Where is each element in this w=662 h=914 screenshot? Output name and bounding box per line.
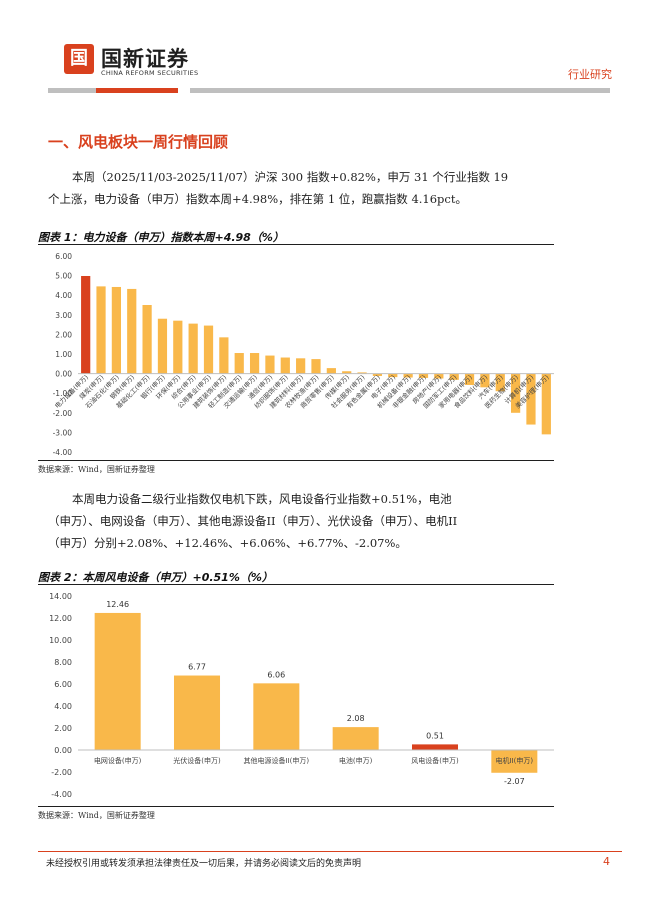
header-divider-right: [190, 88, 610, 93]
bar: [249, 353, 260, 374]
data-label: 0.51: [426, 731, 444, 740]
data-label: 6.06: [267, 670, 285, 679]
bar: [434, 373, 444, 379]
paragraph-line: 本周电力设备二级行业指数仅电机下跌，风电设备行业指数+0.51%，电池: [72, 492, 452, 506]
section-title: 一、风电板块一周行情回顾: [48, 133, 229, 151]
y-tick-label: 6.00: [54, 680, 72, 689]
y-tick-label: -2.00: [51, 768, 72, 777]
bar: [403, 373, 413, 378]
bar: [142, 305, 152, 374]
bar: [296, 358, 306, 374]
x-tick-label: 光伏设备(申万): [173, 756, 221, 765]
bar: [311, 359, 321, 374]
figure-1-title: 图表 1：电力设备（申万）指数本周+4.98（%）: [38, 231, 284, 244]
figure-2-top-rule: [38, 584, 554, 585]
figure-1-bottom-rule: [38, 460, 554, 461]
bar: [357, 372, 367, 374]
y-tick-label: 1.00: [55, 350, 72, 359]
bar: [480, 373, 490, 388]
y-tick-label: 3.00: [55, 311, 72, 320]
logo-mark: 国新: [64, 44, 94, 99]
y-tick-label: 4.00: [55, 291, 72, 300]
y-tick-label: 12.00: [49, 614, 72, 623]
figure-2-chart: 14.00 12.00 10.00 8.00 6.00 4.00 2.00 0.00 -2.00…: [49, 592, 554, 799]
y-tick-label: 6.00: [55, 252, 72, 261]
x-tick-label: 其他电源设备II(申万): [244, 756, 310, 765]
y-tick-label: -1.00: [53, 389, 73, 398]
bar: [81, 275, 91, 374]
bar: [203, 325, 214, 374]
data-label: 6.77: [188, 663, 206, 672]
logo-english-name: CHINA REFORM SECURITIES: [101, 69, 199, 77]
y-tick-label: -4.00: [53, 448, 73, 457]
y-tick-label: 14.00: [49, 592, 72, 601]
bar: [326, 368, 336, 374]
bar: [332, 727, 379, 750]
y-tick-label: -3.00: [53, 428, 73, 437]
paragraph-line: 个上涨，电力设备（申万）指数本周+4.98%，排在第 1 位，跑赢指数 4.16…: [48, 192, 467, 206]
bar: [127, 288, 137, 374]
paragraph-line: 本周（2025/11/03-2025/11/07）沪深 300 指数+0.82%…: [72, 170, 509, 184]
figure-2-source: 数据来源：Wind，国新证券整理: [38, 811, 155, 820]
bar: [418, 373, 429, 378]
y-tick-label: 2.00: [55, 330, 72, 339]
y-tick-label: 5.00: [55, 272, 72, 281]
page-number: 4: [603, 855, 610, 868]
bar: [526, 373, 536, 425]
bar: [94, 612, 141, 750]
y-tick-label: -2.00: [53, 409, 73, 418]
bar: [541, 373, 551, 435]
bar: [219, 337, 229, 374]
figure-1-top-rule: [38, 244, 554, 245]
bar: [157, 318, 168, 374]
paragraph-sub-industry: 本周电力设备二级行业指数仅电机下跌，风电设备行业指数+0.51%，电池 （申万）…: [48, 488, 608, 554]
bar: [253, 683, 300, 750]
figure-2-bottom-rule: [38, 806, 554, 807]
bar: [111, 286, 121, 374]
x-tick-label: 电池(申万): [339, 756, 373, 765]
header-divider-accent: [96, 88, 178, 93]
bar: [464, 373, 475, 385]
y-tick-label: -4.00: [51, 790, 72, 799]
x-tick-label: 电机II(申万): [496, 756, 534, 765]
bar: [173, 675, 221, 750]
figure-2-title: 图表 2：本周风电设备（申万）+0.51%（%）: [38, 571, 273, 584]
bar: [342, 371, 352, 374]
y-tick-label: 10.00: [49, 636, 72, 645]
y-tick-label: 2.00: [54, 724, 72, 733]
x-tick-label: 风电设备(申万): [411, 756, 459, 765]
bar: [511, 373, 521, 413]
bar: [234, 353, 244, 374]
data-label: 2.08: [347, 714, 365, 723]
bar: [449, 373, 459, 380]
paragraph-weekly-review: 本周（2025/11/03-2025/11/07）沪深 300 指数+0.82%…: [48, 166, 608, 210]
data-label: -2.07: [504, 777, 525, 786]
footer-disclaimer: 未经授权引用或转发须承担法律责任及一切后果，并请务必阅读文后的免责声明: [46, 859, 362, 869]
bar: [491, 750, 538, 773]
bar: [188, 323, 198, 374]
bar: [173, 320, 183, 374]
bar: [280, 357, 290, 374]
paragraph-line: （申万）、电网设备（申万）、其他电源设备II（申万）、光伏设备（申万）、电机II: [48, 514, 458, 528]
y-tick-label: 4.00: [54, 702, 72, 711]
y-tick-label: 0.00: [55, 370, 72, 379]
x-tick-label: 电网设备(申万): [94, 756, 142, 765]
logo-name: 国新证券: [101, 47, 189, 71]
bar: [495, 373, 505, 392]
footer-rule: [38, 851, 622, 852]
bar: [388, 373, 398, 378]
figure-1-source: 数据来源：Wind，国新证券整理: [38, 465, 155, 474]
y-tick-label: 8.00: [54, 658, 72, 667]
header-divider-left: [48, 88, 96, 93]
paragraph-line: （申万）分别+2.08%、+12.46%、+6.06%、+6.77%、-2.07…: [48, 536, 407, 550]
report-category: 行业研究: [568, 68, 612, 81]
bar: [411, 744, 459, 750]
y-tick-label: 0.00: [54, 746, 72, 755]
bar: [96, 286, 106, 374]
figure-1-chart: 6.00 5.00 4.00 3.00 2.00 1.00 0.00 -1.00 -2.00 -3…: [53, 252, 554, 457]
bar: [265, 355, 275, 374]
data-label: 12.46: [106, 600, 129, 609]
bar: [372, 373, 383, 376]
